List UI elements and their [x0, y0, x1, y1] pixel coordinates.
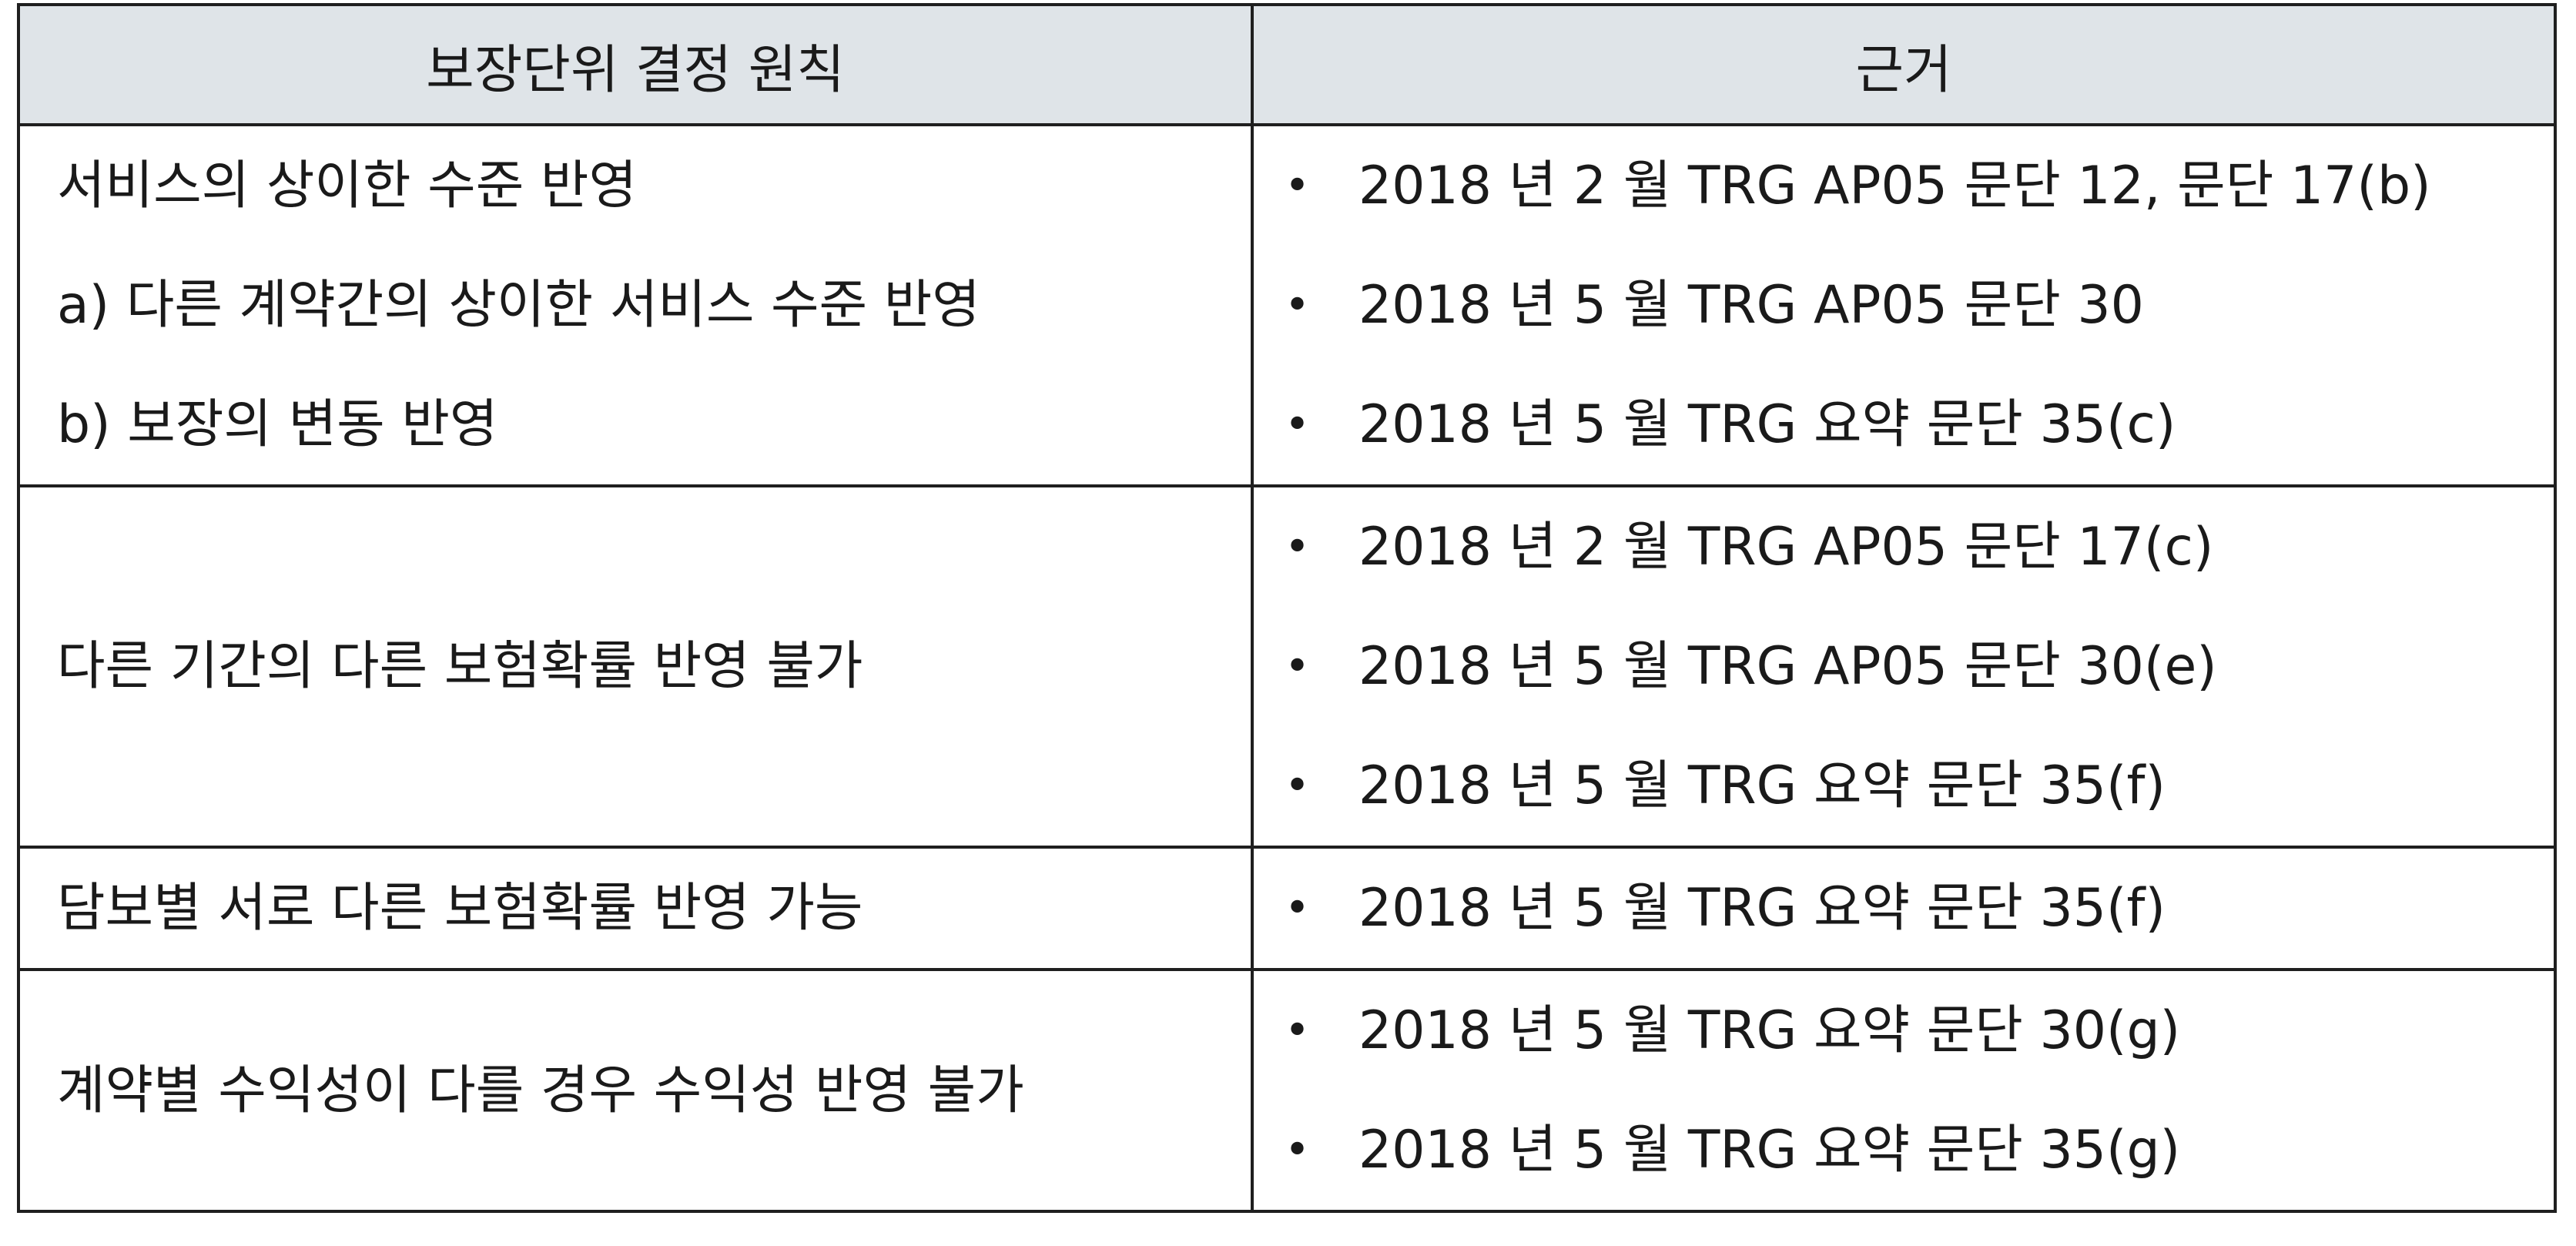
coverage-unit-table: 보장단위 결정 원칙 근거 서비스의 상이한 수준 반영 a) 다른 계약간의 상…: [17, 3, 2557, 1213]
principle-cell: 서비스의 상이한 수준 반영 a) 다른 계약간의 상이한 서비스 수준 반영 b)…: [17, 123, 1254, 487]
principle-text: b) 보장의 변동 반영: [57, 394, 498, 455]
basis-cell: • 2018 년 5 월 TRG 요약 문단 30(g) • 2018 년 5 월 T…: [1251, 968, 2557, 1213]
principle-text: a) 다른 계약간의 상이한 서비스 수준 반영: [57, 275, 980, 336]
basis-reference-text: 2018 년 5 월 TRG 요약 문단 35(g): [1358, 1120, 2181, 1181]
header-basis: 근거: [1251, 3, 2557, 126]
bullet-icon: •: [1285, 641, 1311, 692]
table-row: 담보별 서로 다른 보험확률 반영 가능 • 2018 년 5 월 TRG 요약 문…: [17, 846, 2557, 971]
table-row: 다른 기간의 다른 보험확률 반영 불가 • 2018 년 2 월 TRG AP05…: [17, 484, 2557, 849]
table-body: 서비스의 상이한 수준 반영 a) 다른 계약간의 상이한 서비스 수준 반영 b)…: [17, 123, 2557, 1213]
table-row: 계약별 수익성이 다를 경우 수익성 반영 불가 • 2018 년 5 월 TRG …: [17, 968, 2557, 1213]
bullet-icon: •: [1285, 761, 1311, 811]
principle-cell: 계약별 수익성이 다를 경우 수익성 반영 불가: [17, 968, 1254, 1213]
bullet-icon: •: [1285, 1006, 1311, 1056]
bullet-icon: •: [1285, 161, 1311, 211]
basis-list-item: • 2018 년 5 월 TRG AP05 문단 30(e): [1285, 607, 2554, 726]
basis-list-item: • 2018 년 5 월 TRG 요약 문단 35(c): [1285, 365, 2554, 484]
basis-list-item: • 2018 년 5 월 TRG 요약 문단 35(f): [1285, 726, 2554, 846]
basis-cell: • 2018 년 2 월 TRG AP05 문단 12, 문단 17(b) • 201…: [1251, 123, 2557, 487]
header-principle: 보장단위 결정 원칙: [17, 3, 1254, 126]
principle-cell: 담보별 서로 다른 보험확률 반영 가능: [17, 846, 1254, 971]
principle-text: 계약별 수익성이 다를 경우 수익성 반영 불가: [57, 1060, 1024, 1121]
basis-reference-text: 2018 년 5 월 TRG 요약 문단 35(f): [1358, 755, 2166, 816]
principle-cell: 다른 기간의 다른 보험확률 반영 불가: [17, 484, 1254, 849]
basis-list-item: • 2018 년 5 월 TRG 요약 문단 35(g): [1285, 1090, 2554, 1210]
basis-reference-text: 2018 년 2 월 TRG AP05 문단 12, 문단 17(b): [1358, 156, 2431, 216]
basis-reference-text: 2018 년 5 월 TRG AP05 문단 30(e): [1358, 636, 2217, 697]
basis-list-item: • 2018 년 5 월 TRG 요약 문단 35(f): [1285, 849, 2554, 968]
basis-cell: • 2018 년 5 월 TRG 요약 문단 35(f): [1251, 846, 2557, 971]
principle-text: 담보별 서로 다른 보험확률 반영 가능: [57, 878, 863, 939]
basis-list-item: • 2018 년 5 월 TRG AP05 문단 30: [1285, 246, 2554, 365]
bullet-icon: •: [1285, 522, 1311, 572]
bullet-icon: •: [1285, 883, 1311, 933]
principle-text: 서비스의 상이한 수준 반영: [57, 156, 638, 216]
basis-list-item: • 2018 년 2 월 TRG AP05 문단 17(c): [1285, 487, 2554, 607]
basis-reference-text: 2018 년 5 월 TRG 요약 문단 35(f): [1358, 878, 2166, 939]
principle-text: 다른 기간의 다른 보험확률 반영 불가: [57, 636, 863, 697]
table-row: 서비스의 상이한 수준 반영 a) 다른 계약간의 상이한 서비스 수준 반영 b)…: [17, 123, 2557, 487]
basis-list-item: • 2018 년 2 월 TRG AP05 문단 12, 문단 17(b): [1285, 126, 2554, 246]
basis-reference-text: 2018 년 5 월 TRG AP05 문단 30: [1358, 275, 2144, 336]
basis-reference-text: 2018 년 5 월 TRG 요약 문단 30(g): [1358, 1000, 2181, 1061]
basis-cell: • 2018 년 2 월 TRG AP05 문단 17(c) • 2018 년 5 월…: [1251, 484, 2557, 849]
table-header-row: 보장단위 결정 원칙 근거: [17, 3, 2557, 126]
basis-list-item: • 2018 년 5 월 TRG 요약 문단 30(g): [1285, 971, 2554, 1090]
basis-reference-text: 2018 년 5 월 TRG 요약 문단 35(c): [1358, 394, 2176, 455]
coverage-unit-table-container: 보장단위 결정 원칙 근거 서비스의 상이한 수준 반영 a) 다른 계약간의 상…: [17, 3, 2557, 1213]
bullet-icon: •: [1285, 280, 1311, 330]
bullet-icon: •: [1285, 1125, 1311, 1175]
bullet-icon: •: [1285, 400, 1311, 450]
basis-reference-text: 2018 년 2 월 TRG AP05 문단 17(c): [1358, 517, 2214, 578]
